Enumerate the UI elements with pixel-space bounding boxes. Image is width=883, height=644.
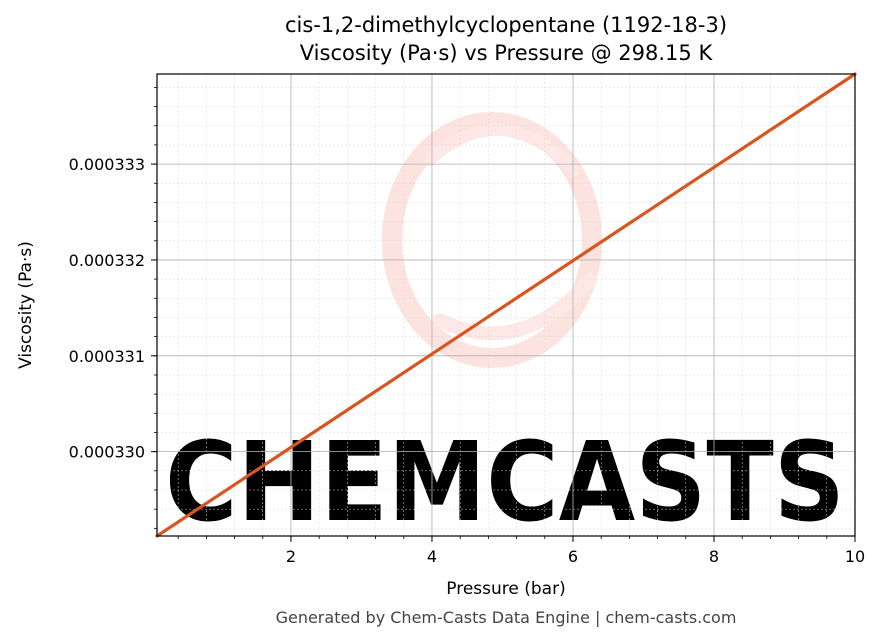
plot-frame xyxy=(156,73,856,537)
y-tick-label: 0.000331 xyxy=(69,347,145,366)
chart-subtitle: Viscosity (Pa·s) vs Pressure @ 298.15 K xyxy=(299,41,713,65)
x-tick-label: 4 xyxy=(427,547,437,566)
series-line xyxy=(155,72,857,538)
axis-ticks: 2 4 6 8 10 0.000330 0.000331 0.000332 0.000333 xyxy=(69,87,865,566)
watermark: CHEMCASTS xyxy=(165,112,845,546)
chart-title: cis-1,2-dimethylcyclopentane (1192-18-3) xyxy=(284,13,728,37)
x-tick-label: 8 xyxy=(709,547,719,566)
footer-credit: Generated by Chem-Casts Data Engine | ch… xyxy=(275,608,737,627)
x-axis-label: Pressure (bar) xyxy=(446,579,565,599)
x-tick-label: 6 xyxy=(568,547,578,566)
y-tick-label: 0.000332 xyxy=(69,251,145,270)
y-axis-label: Viscosity (Pa·s) xyxy=(16,241,36,369)
x-tick-label: 10 xyxy=(845,547,865,566)
watermark-logo xyxy=(382,112,602,368)
y-tick-label: 0.000330 xyxy=(69,443,145,462)
x-tick-label: 2 xyxy=(286,547,296,566)
series-group xyxy=(155,72,857,538)
watermark-text: CHEMCASTS xyxy=(165,418,845,546)
y-tick-label: 0.000333 xyxy=(69,155,145,174)
